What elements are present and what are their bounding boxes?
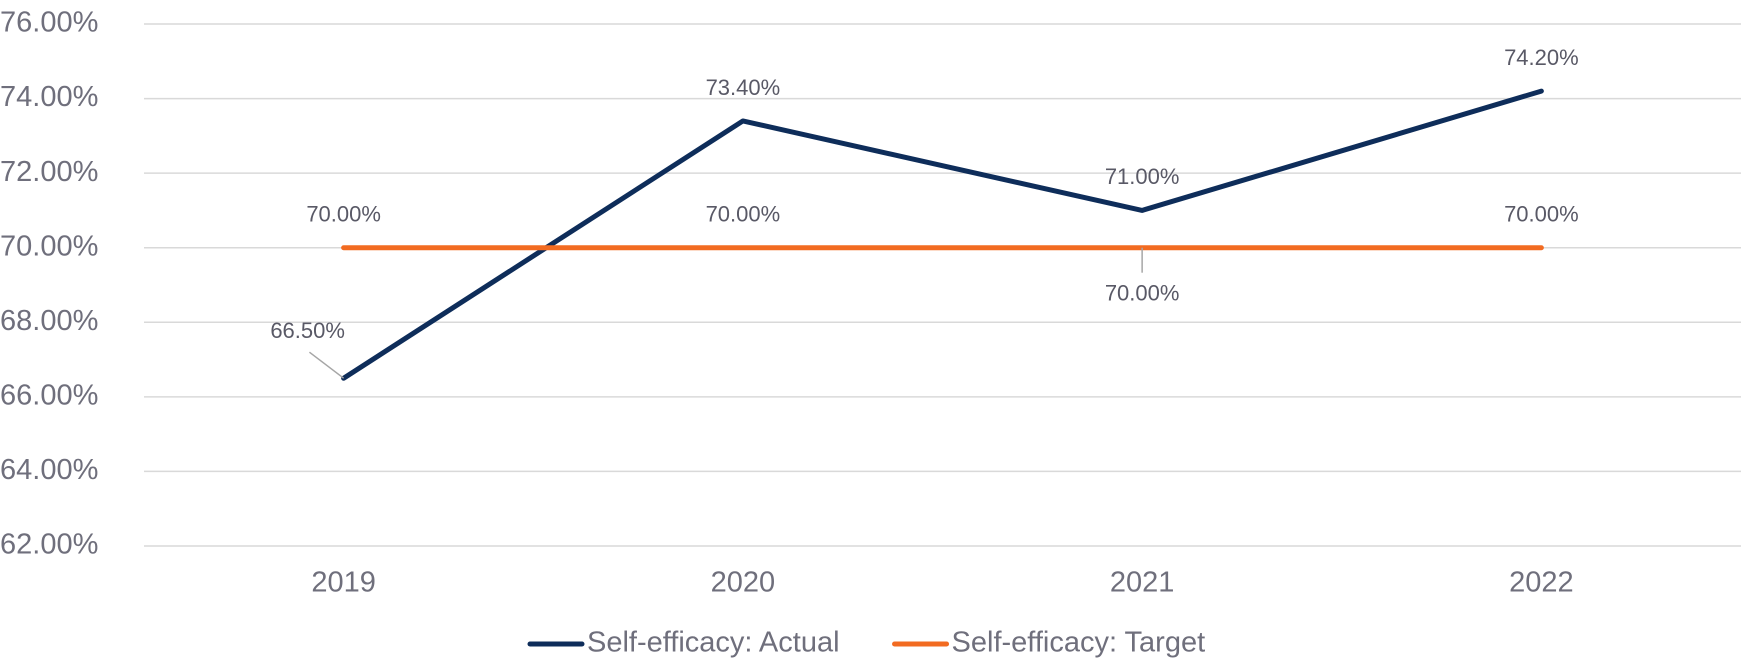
x-tick-label: 2021 [1110,567,1175,599]
y-tick-label: 64.00% [0,454,98,486]
data-label: 70.00% [1504,202,1579,227]
y-tick-label: 62.00% [0,529,98,561]
y-tick-label: 66.00% [0,380,98,412]
data-label: 74.20% [1504,45,1579,70]
line-series [341,88,1544,381]
data-label: 73.40% [706,75,781,100]
x-tick-label: 2022 [1509,567,1574,599]
legend-label: Self-efficacy: Target [952,627,1206,659]
legend-label: Self-efficacy: Actual [587,627,840,659]
y-tick-label: 72.00% [0,156,98,188]
y-tick-label: 74.00% [0,81,98,113]
x-tick-label: 2020 [711,567,776,599]
data-label: 70.00% [306,202,381,227]
y-tick-label: 68.00% [0,305,98,337]
data-label: 70.00% [706,202,781,227]
data-label: 71.00% [1105,164,1180,189]
leader-line [308,351,345,379]
y-tick-label: 70.00% [0,230,98,262]
data-label: 66.50% [270,318,345,343]
y-tick-label: 76.00% [0,7,98,39]
data-label: 70.00% [1105,281,1180,306]
x-tick-label: 2019 [311,567,376,599]
